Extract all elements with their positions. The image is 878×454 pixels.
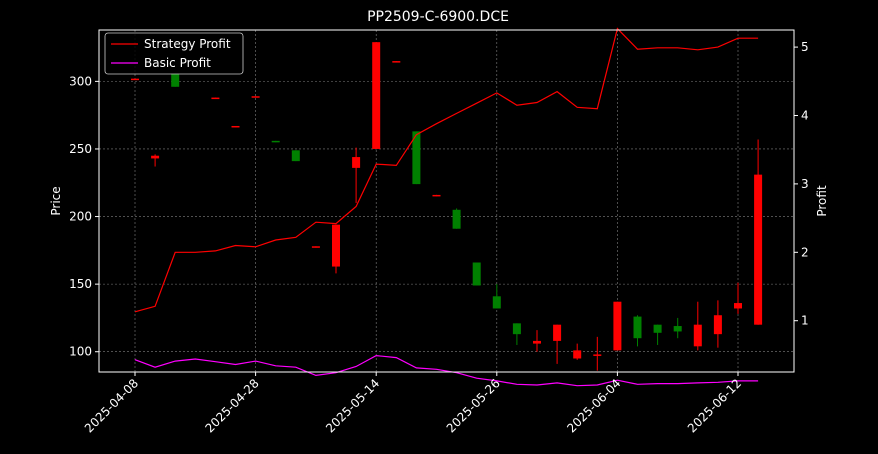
candle-body — [311, 246, 320, 248]
candle-body — [231, 125, 240, 128]
strategy-profit-line — [134, 27, 759, 313]
candle-body — [372, 42, 381, 149]
candle-body — [613, 301, 622, 351]
candle-body — [492, 296, 501, 309]
y2-tick-label: 3 — [801, 177, 809, 191]
y2-tick-label: 2 — [801, 245, 809, 259]
candle-body — [271, 140, 280, 143]
candle-body — [533, 340, 541, 344]
candle-body — [291, 150, 300, 162]
basic-profit-line — [134, 354, 759, 387]
y-tick-label: 300 — [69, 74, 92, 88]
axis-layer: 100 150 200 250 300 1 2 3 4 5 2025-04-08 2025-04-28… — [69, 40, 809, 435]
candle-body — [251, 96, 260, 98]
grid-layer — [99, 30, 794, 372]
y2-axis-label: Profit — [815, 185, 829, 217]
candle-body — [593, 354, 602, 356]
candle-body — [713, 315, 722, 335]
y2-tick-label: 1 — [801, 314, 809, 328]
y2-tick-label: 5 — [801, 40, 809, 54]
x-tick-label: 2025-05-14 — [323, 376, 382, 435]
candle-body — [332, 224, 340, 267]
candle-body — [412, 131, 421, 185]
candle-body — [432, 194, 441, 197]
candle-body — [452, 209, 461, 229]
legend-box — [104, 32, 244, 75]
y-tick-label: 250 — [69, 142, 92, 156]
candle-layer — [131, 42, 763, 371]
candle-body — [653, 324, 662, 333]
y-tick-label: 150 — [69, 277, 92, 291]
y-tick-label: 100 — [69, 345, 92, 359]
x-tick-label: 2025-04-28 — [203, 376, 262, 435]
candle-body — [131, 78, 139, 81]
candle-body — [171, 73, 180, 87]
legend-label-basic: Basic Profit — [144, 56, 211, 70]
chart-title: PP2509-C-6900.DCE — [367, 9, 509, 25]
candle-body — [392, 61, 401, 63]
y2-tick-label: 4 — [801, 109, 809, 123]
candle-body — [754, 174, 763, 325]
candle-body — [151, 155, 160, 159]
line-layer — [134, 27, 759, 387]
y-axis-label: Price — [49, 186, 63, 215]
plot-frame — [98, 29, 795, 373]
candle-body — [633, 316, 642, 339]
candle-body — [553, 324, 562, 341]
candle-body — [211, 97, 220, 100]
legend: Strategy Profit Basic Profit — [104, 32, 244, 75]
y-tick-label: 200 — [69, 210, 92, 224]
candle-body — [352, 157, 361, 168]
candle-body — [472, 262, 481, 286]
candle-body — [673, 326, 682, 332]
candle-body — [693, 324, 702, 347]
legend-label-strategy: Strategy Profit — [144, 37, 231, 51]
candle-body — [734, 303, 742, 309]
candle-body — [512, 323, 521, 335]
x-tick-label: 2025-05-26 — [444, 376, 503, 435]
x-tick-label: 2025-06-12 — [685, 376, 744, 435]
x-tick-label: 2025-04-08 — [82, 376, 141, 435]
candle-body — [573, 350, 582, 359]
